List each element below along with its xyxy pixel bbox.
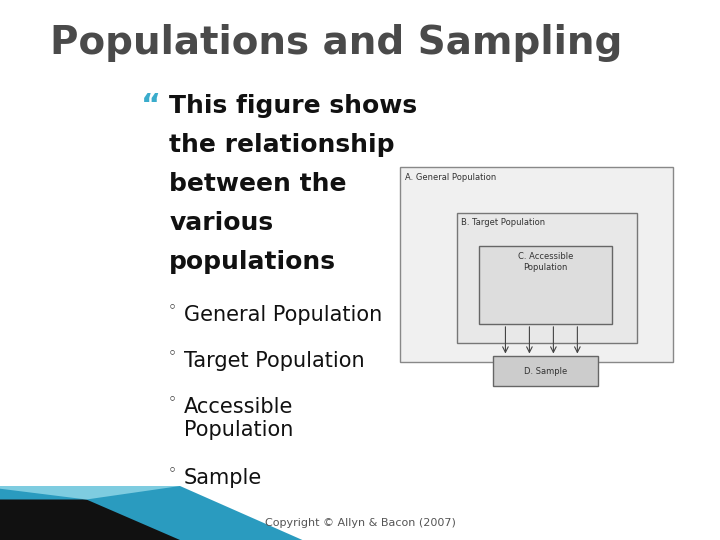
Bar	[493, 356, 598, 386]
Text: Sample: Sample	[184, 468, 262, 488]
Bar	[400, 167, 673, 362]
Text: ◦: ◦	[168, 464, 177, 479]
Polygon shape	[0, 500, 180, 540]
Text: between the: between the	[169, 172, 347, 196]
Text: populations: populations	[169, 250, 336, 274]
Bar	[479, 246, 612, 324]
Text: ◦: ◦	[168, 393, 177, 408]
Text: the relationship: the relationship	[169, 133, 395, 157]
Text: Copyright © Allyn & Bacon (2007): Copyright © Allyn & Bacon (2007)	[264, 518, 456, 528]
Text: General Population: General Population	[184, 305, 382, 325]
Text: ◦: ◦	[168, 301, 177, 316]
Text: This figure shows: This figure shows	[169, 94, 418, 118]
Text: ◦: ◦	[168, 347, 177, 362]
Text: C. Accessible
Population: C. Accessible Population	[518, 252, 573, 272]
Text: Populations and Sampling: Populations and Sampling	[50, 24, 623, 62]
Text: A. General Population: A. General Population	[405, 173, 497, 182]
Text: D. Sample: D. Sample	[523, 367, 567, 376]
Bar	[457, 213, 637, 343]
Polygon shape	[0, 486, 302, 540]
Text: Accessible
Population: Accessible Population	[184, 397, 293, 440]
Text: various: various	[169, 211, 274, 235]
Text: “: “	[140, 92, 161, 121]
Text: B. Target Population: B. Target Population	[461, 218, 545, 227]
Polygon shape	[0, 486, 180, 500]
Text: Target Population: Target Population	[184, 351, 364, 371]
